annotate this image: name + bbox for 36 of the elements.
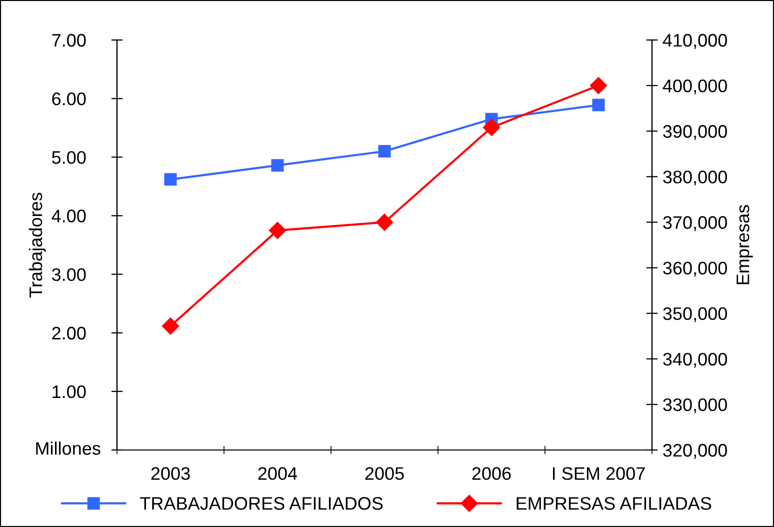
y2-tick-label: 370,000 bbox=[663, 216, 727, 232]
x-tick-label: I SEM 2007 bbox=[553, 467, 645, 480]
legend-label: EMPRESAS AFILIADAS bbox=[516, 497, 712, 510]
y-tick-label: 6.00 bbox=[52, 92, 86, 106]
y-tick-label: 1.00 bbox=[52, 385, 86, 398]
point bbox=[590, 77, 608, 94]
point bbox=[592, 98, 605, 112]
text: Millones bbox=[36, 442, 100, 455]
y-tick-label: 7.00 bbox=[52, 34, 86, 47]
y2-tick-label: 350,000 bbox=[663, 307, 727, 322]
y2-tick-label: 340,000 bbox=[663, 352, 727, 368]
y2-tick-label: 380,000 bbox=[663, 170, 727, 186]
y2-tick-label: 360,000 bbox=[663, 262, 727, 277]
point bbox=[162, 318, 180, 335]
y-tick-label: 4.00 bbox=[52, 210, 86, 222]
y2-axis-title: Empresas bbox=[736, 205, 753, 284]
point bbox=[164, 173, 177, 186]
point bbox=[376, 214, 394, 231]
y-axis-title: Trabajadores bbox=[28, 192, 46, 298]
y2-tick-label: 410,000 bbox=[662, 34, 727, 49]
y2-tick-label: 320,000 bbox=[663, 444, 727, 459]
y2-tick-label: 400,000 bbox=[662, 79, 727, 94]
point bbox=[271, 159, 284, 172]
y-tick-label: 5.00 bbox=[52, 151, 86, 164]
x-tick-label: 2004 bbox=[258, 467, 298, 480]
point bbox=[378, 145, 391, 158]
x-tick-label: 2003 bbox=[151, 467, 190, 480]
point bbox=[268, 222, 286, 239]
y2-tick-label: 330,000 bbox=[663, 398, 727, 414]
y-tick-label: 2.00 bbox=[52, 326, 86, 340]
x-tick-label: 2005 bbox=[365, 467, 404, 480]
legend-label: TRABAJADORES AFILIADOS bbox=[140, 497, 383, 510]
point bbox=[482, 118, 500, 136]
y2-tick-label: 390,000 bbox=[663, 125, 727, 140]
y-tick-label: 3.00 bbox=[52, 268, 86, 282]
x-tick-label: 2006 bbox=[472, 467, 511, 480]
